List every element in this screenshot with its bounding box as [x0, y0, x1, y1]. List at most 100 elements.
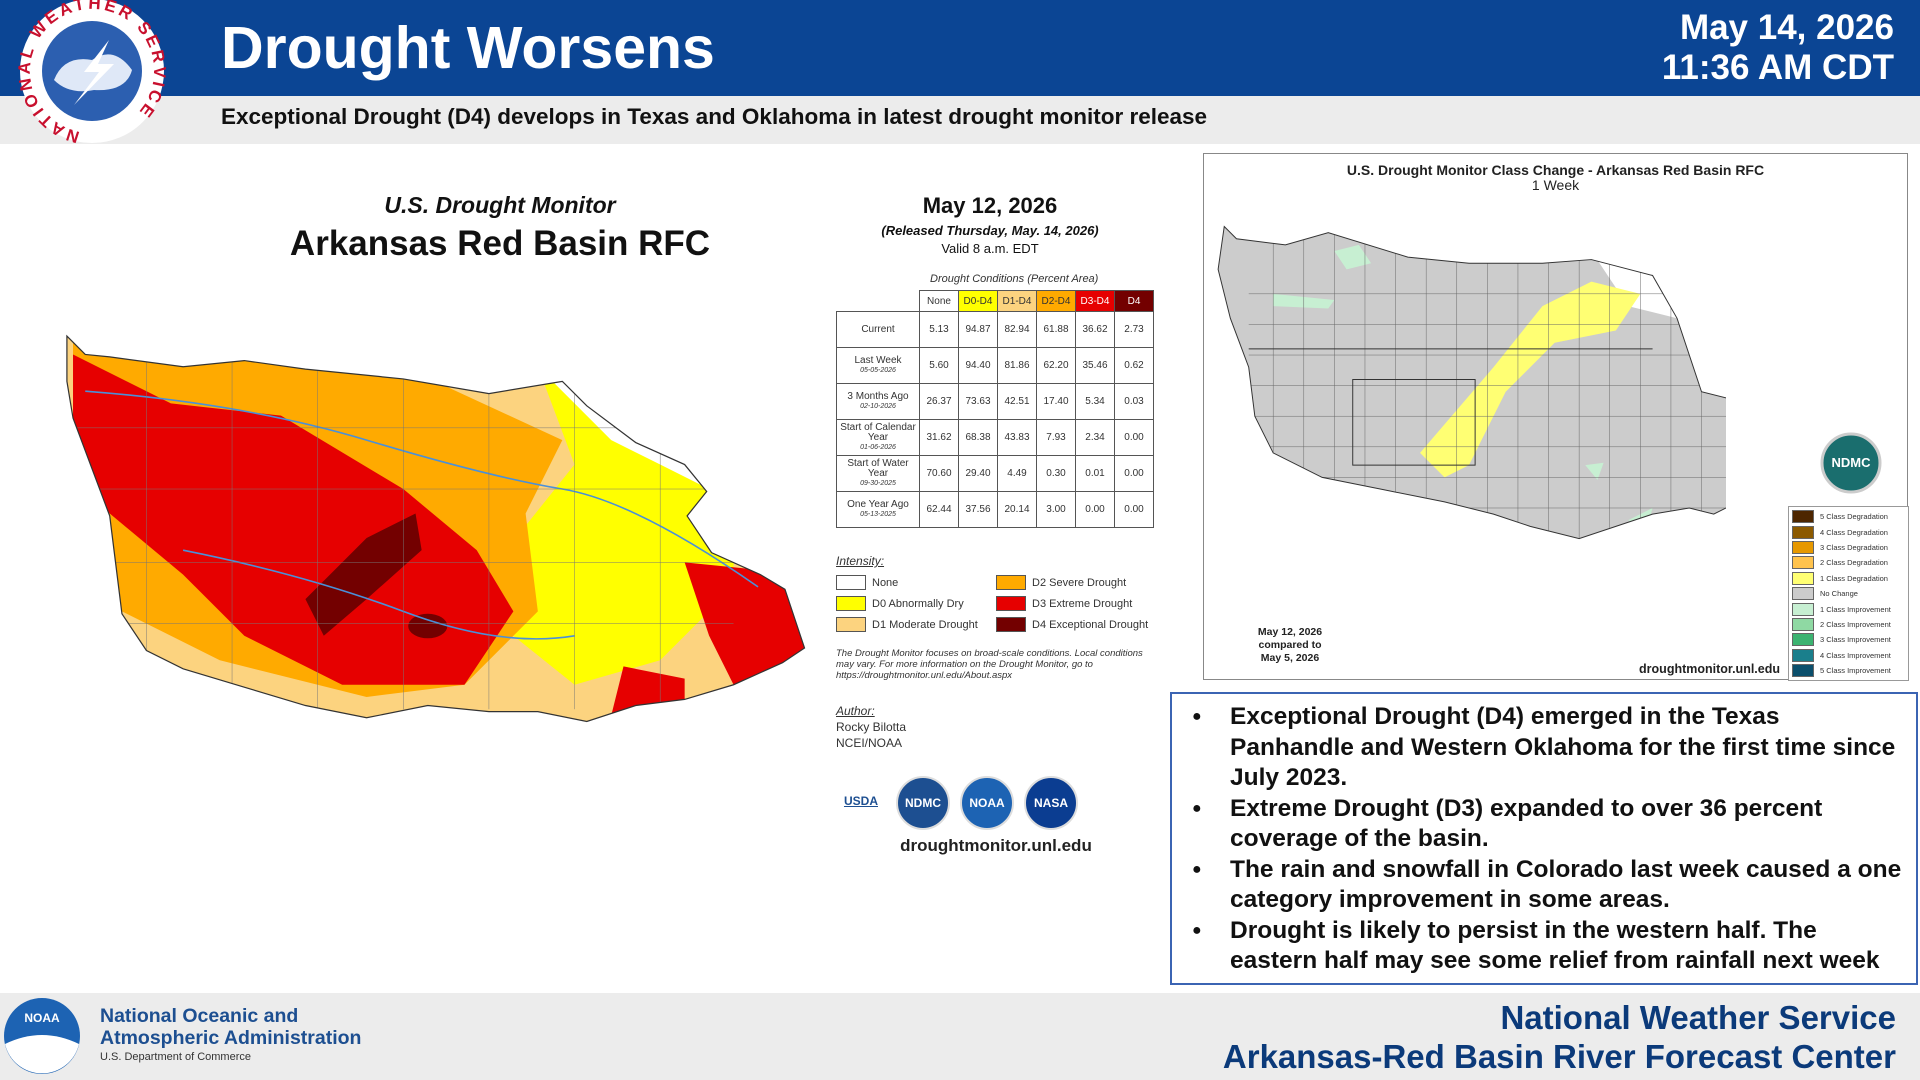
row-name: Last Week [854, 354, 902, 366]
header-band [0, 0, 1920, 96]
cc-legend-item: 3 Class Degradation [1792, 540, 1905, 555]
intensity-heading: Intensity: [836, 554, 885, 568]
table-cell: 73.63 [958, 383, 998, 420]
table-cell: 17.40 [1036, 383, 1076, 420]
column-header: D0-D4 [958, 290, 998, 312]
cc-legend-label: 1 Class Degradation [1820, 573, 1888, 583]
cc-title: U.S. Drought Monitor Class Change - Arka… [1346, 162, 1765, 178]
cc-legend-label: 3 Class Improvement [1820, 635, 1891, 645]
intensity-item: D2 Severe Drought [996, 572, 1156, 593]
table-cell: 36.62 [1075, 311, 1115, 348]
basin-outline [1217, 225, 1726, 540]
partner-logo: USDA [836, 776, 886, 826]
partner-logos: USDA NDMC NOAA NASA [836, 776, 1078, 830]
intensity-label: D1 Moderate Drought [872, 618, 978, 631]
table-row: Current 5.13 94.87 82.94 61.88 36.62 2.73 [836, 311, 1154, 348]
noaa-text: NOAA [24, 1011, 60, 1025]
table-cell: 0.00 [1114, 491, 1154, 528]
cc-legend-item: 1 Class Improvement [1792, 601, 1905, 616]
ndmc-logo: NDMC [1820, 432, 1882, 494]
table-cell: 4.49 [997, 455, 1037, 492]
row-name: Start of Water Year [847, 457, 909, 479]
row-name: 3 Months Ago [847, 390, 909, 402]
cc-url: droughtmonitor.unl.edu [1639, 662, 1780, 676]
author-heading: Author: [836, 704, 875, 718]
state-lines [1248, 348, 1653, 466]
cc-legend-item: 2 Class Degradation [1792, 555, 1905, 570]
column-header: D4 [1114, 290, 1154, 312]
intensity-item: D3 Extreme Drought [996, 593, 1156, 614]
conditions-table: None D0-D4 D1-D4 D2-D4 D3-D4 D4 Current 5.13 94.… [836, 290, 1154, 528]
cc-legend-label: 1 Class Improvement [1820, 604, 1891, 614]
valid: Valid 8 a.m. EDT [941, 241, 1039, 256]
table-cell: 68.38 [958, 419, 998, 456]
cc-legend-item: No Change [1792, 586, 1905, 601]
cc-legend-swatch [1792, 664, 1814, 678]
row-date: 05-05-2026 [860, 366, 896, 374]
intensity-label: D2 Severe Drought [1032, 576, 1127, 589]
intensity-swatch [836, 617, 866, 632]
table-row: Last Week 05-05-2026 5.60 94.40 81.86 62.20 35… [836, 347, 1154, 384]
table-cell: 29.40 [958, 455, 998, 492]
cc-dates: May 12, 2026 compared to May 5, 2026 [1230, 626, 1350, 665]
cc-legend-swatch [1792, 540, 1814, 554]
row-date: 02-10-2026 [860, 402, 896, 410]
intensity-item: D1 Moderate Drought [836, 614, 996, 635]
date: May 14, 2026 [1679, 8, 1894, 47]
class-change-panel [1203, 153, 1908, 680]
class-change-map [1217, 225, 1726, 540]
dm-heading: U.S. Drought Monitor [384, 192, 616, 218]
table-caption: Drought Conditions (Percent Area) [930, 273, 1099, 285]
subtitle-band [0, 96, 1920, 144]
table-cell: 35.46 [1075, 347, 1115, 384]
table-cell: 26.37 [919, 383, 959, 420]
author-org: NCEI/NOAA [836, 736, 903, 750]
cc-fill [1218, 226, 1726, 539]
office-block: National Weather Service Arkansas-Red Ba… [1223, 998, 1896, 1076]
intensity-item: None [836, 572, 996, 593]
cc-date: May 12, 2026 [1257, 626, 1323, 638]
bullet: Extreme Drought (D3) expanded to over 36… [1192, 794, 1902, 855]
table-cell: 42.51 [997, 383, 1037, 420]
cc-compared: compared to [1258, 639, 1322, 651]
table-row: One Year Ago 05-13-2025 62.44 37.56 20.14 3.0… [836, 491, 1154, 528]
table-cell: 7.93 [1036, 419, 1076, 456]
d4-area [305, 513, 422, 636]
table-cell: 5.13 [919, 311, 959, 348]
table-cell: 37.56 [958, 491, 998, 528]
row-label: 3 Months Ago 02-10-2026 [836, 383, 920, 420]
map-date: May 12, 2026 [922, 193, 1058, 218]
table-cell: 81.86 [997, 347, 1037, 384]
table-row: Start of Calendar Year 01-06-2026 31.62 68.… [836, 419, 1154, 456]
cc-legend-swatch [1792, 633, 1814, 647]
county-lines [73, 342, 734, 710]
bullet: Drought is likely to persist in the west… [1192, 916, 1902, 977]
partner-logo: NDMC [896, 776, 950, 830]
intensity-label: D3 Extreme Drought [1032, 597, 1133, 610]
partner-logo: NASA [1024, 776, 1078, 830]
cc-legend-swatch [1792, 571, 1814, 585]
bullet: The rain and snowfall in Colorado last w… [1192, 855, 1902, 916]
cc-legend-item: 5 Class Improvement [1792, 663, 1905, 678]
cc-legend-swatch [1792, 587, 1814, 601]
cc-title-block: U.S. Drought Monitor Class Change - Arka… [1203, 163, 1908, 193]
cc-legend-item: 4 Class Degradation [1792, 524, 1905, 539]
table-cell: 5.34 [1075, 383, 1115, 420]
header-row: None D0-D4 D1-D4 D2-D4 D3-D4 D4 [837, 290, 1154, 312]
intensity-item: D0 Abnormally Dry [836, 593, 996, 614]
cc-legend-swatch [1792, 648, 1814, 662]
time: 11:36 AM CDT [1661, 48, 1894, 87]
intensity-label: D4 Exceptional Drought [1032, 618, 1149, 631]
bullet-box: Exceptional Drought (D4) emerged in the … [1170, 692, 1918, 985]
cc-legend-label: 5 Class Improvement [1820, 666, 1891, 676]
column-header: None [919, 290, 959, 312]
dm-dates: May 12, 2026 (Released Thursday, May. 14… [840, 193, 1140, 256]
released: (Released Thursday, May. 14, 2026) [881, 223, 1099, 238]
author-block: Author: Rocky Bilotta NCEI/NOAA [836, 703, 906, 751]
column-header: D3-D4 [1075, 290, 1115, 312]
intensity-swatch [996, 575, 1026, 590]
logo-cloud [54, 54, 132, 92]
center: Arkansas-Red Basin River Forecast Center [1222, 1038, 1896, 1075]
cc-legend-swatch [1792, 525, 1814, 539]
